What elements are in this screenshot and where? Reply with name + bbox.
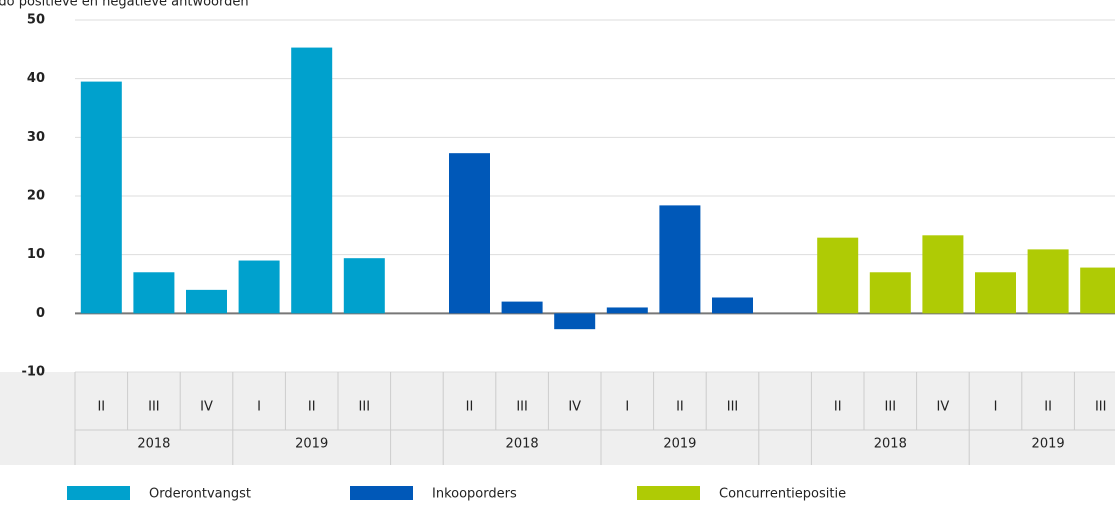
x-tick-label: II [676, 400, 684, 415]
legend-swatch [350, 486, 413, 500]
x-tick-label: III [359, 400, 371, 415]
y-tick-label: 30 [27, 130, 45, 145]
x-tick-label: II [97, 400, 105, 415]
bar [238, 260, 280, 314]
x-tick-label: II [834, 400, 842, 415]
year-label: 2019 [663, 437, 696, 452]
y-tick-label: 50 [27, 13, 45, 28]
bar [80, 81, 122, 314]
bar [133, 272, 175, 314]
bar [186, 289, 227, 314]
year-label: 2019 [1032, 437, 1065, 452]
bar [501, 301, 543, 314]
y-tick-label: 10 [27, 247, 45, 262]
y-tick-label: 40 [27, 71, 45, 86]
x-tick-label: I [625, 400, 629, 415]
bar [712, 297, 753, 314]
bar [1080, 267, 1115, 314]
x-tick-label: II [466, 400, 474, 415]
bar [817, 237, 859, 314]
bar [606, 307, 648, 314]
bar [975, 272, 1016, 314]
legend-label: Concurrentiepositie [719, 487, 846, 502]
bar [1027, 249, 1069, 314]
x-tick-label: III [148, 400, 160, 415]
x-tick-label: III [727, 400, 739, 415]
x-tick-label: I [994, 400, 998, 415]
x-tick-label: IV [937, 400, 950, 415]
bar [869, 272, 911, 314]
y-tick-label: 0 [36, 306, 45, 321]
x-tick-label: III [516, 400, 528, 415]
year-label: 2018 [506, 437, 539, 452]
x-tick-label: III [885, 400, 897, 415]
legend-label: Orderontvangst [149, 487, 251, 502]
axis-background [0, 372, 1115, 465]
x-tick-label: II [308, 400, 316, 415]
y-tick-label: -10 [22, 365, 46, 380]
legend-swatch [637, 486, 700, 500]
x-tick-label: IV [568, 400, 581, 415]
x-tick-label: II [1044, 400, 1052, 415]
y-tick-label: 20 [27, 189, 45, 204]
year-label: 2018 [137, 437, 170, 452]
x-tick-label: I [257, 400, 261, 415]
x-tick-label: III [1095, 400, 1107, 415]
bar [291, 47, 333, 314]
bar [922, 235, 964, 314]
year-label: 2018 [874, 437, 907, 452]
bar [449, 153, 490, 314]
y-axis-label: saldo positieve en negatieve antwoorden [0, 0, 249, 10]
legend-swatch [67, 486, 130, 500]
x-tick-label: IV [200, 400, 213, 415]
year-label: 2019 [295, 437, 328, 452]
bar [659, 205, 701, 314]
legend-label: Inkooporders [432, 487, 517, 502]
bar [554, 313, 596, 330]
bar [343, 258, 385, 314]
